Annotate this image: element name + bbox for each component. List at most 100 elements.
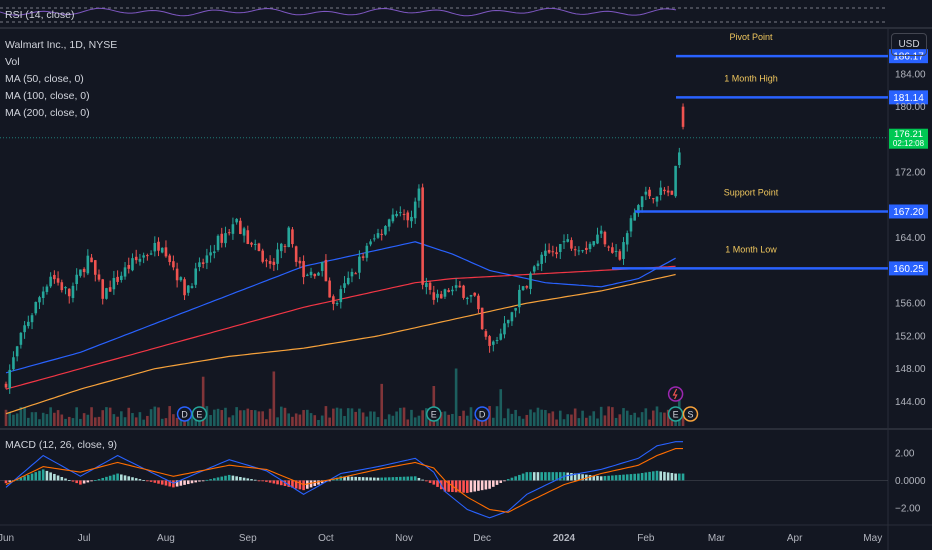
candle-body: [551, 251, 555, 253]
macd-histogram-bar: [521, 473, 525, 481]
candle-body: [421, 187, 424, 285]
signal-line: [5, 448, 683, 513]
candle-body: [581, 250, 584, 252]
macd-histogram-bar: [674, 473, 677, 481]
macd-histogram-bar: [105, 476, 108, 481]
volume-bar: [465, 415, 469, 426]
candle-body: [417, 188, 421, 201]
volume-bar: [417, 415, 421, 426]
macd-histogram-bar: [201, 480, 205, 482]
currency-button[interactable]: USD: [891, 33, 927, 56]
rsi-legend[interactable]: RSI (14, close): [5, 9, 75, 21]
macd-histogram-bar: [8, 480, 12, 482]
candle-body: [41, 291, 45, 298]
macd-histogram-bar: [127, 476, 131, 481]
symbol-legend[interactable]: Walmart Inc., 1D, NYSE: [5, 39, 118, 51]
volume-bar: [454, 368, 458, 426]
volume-bar: [499, 389, 503, 426]
candle-body: [469, 295, 473, 297]
macd-histogram-bar: [279, 480, 283, 486]
candle-body: [93, 260, 97, 275]
macd-histogram-bar: [573, 473, 577, 481]
candle-body: [540, 254, 543, 264]
volume-bar: [551, 411, 555, 426]
candle-body: [190, 286, 194, 288]
candle-body: [320, 261, 324, 271]
volume-bar: [30, 412, 34, 426]
macd-histogram-bar: [611, 475, 614, 481]
candle-body: [439, 294, 443, 299]
candle-body: [134, 256, 138, 261]
macd-histogram-bar: [146, 480, 149, 482]
candle-body: [116, 276, 119, 282]
time-axis-label: May: [863, 533, 882, 544]
candle-body: [372, 238, 376, 240]
ma50-legend[interactable]: MA (50, close, 0): [5, 73, 84, 85]
macd-histogram-bar: [365, 477, 369, 481]
volume-bar: [681, 417, 685, 426]
macd-histogram-bar: [443, 480, 447, 492]
candle-body: [384, 226, 387, 235]
volume-bar: [27, 417, 30, 426]
macd-histogram-bar: [555, 472, 558, 481]
volume-bar: [123, 417, 127, 426]
macd-histogram-bar: [291, 480, 294, 488]
candle-body: [86, 255, 90, 274]
macd-histogram-bar: [603, 476, 607, 481]
macd-histogram-bar: [82, 480, 86, 484]
candle-body: [343, 283, 346, 288]
time-axis-label: Mar: [708, 533, 726, 544]
volume-legend[interactable]: Vol: [5, 56, 20, 68]
candle-body: [339, 289, 343, 303]
volume-bar: [41, 412, 45, 426]
macd-histogram-bar: [168, 480, 171, 487]
candle-body: [45, 286, 49, 292]
macd-histogram-bar: [540, 472, 543, 481]
volume-bar: [540, 409, 543, 426]
volume-bar: [521, 418, 525, 426]
candle-body: [655, 196, 659, 202]
macd-histogram-bar: [86, 480, 90, 483]
candle-body: [391, 214, 395, 222]
macd-histogram-bar: [216, 477, 220, 481]
macd-histogram-bar: [332, 479, 335, 481]
time-axis-label: Oct: [318, 533, 334, 544]
macd-histogram-bar: [655, 470, 659, 481]
volume-bar: [160, 418, 164, 426]
volume-bar: [53, 412, 56, 426]
candle-body: [458, 285, 462, 288]
candle-body: [60, 282, 64, 291]
volume-bar: [265, 419, 268, 426]
candle-body: [291, 229, 294, 245]
ma200-legend[interactable]: MA (200, close, 0): [5, 107, 90, 119]
candle-body: [138, 258, 142, 262]
macd-legend[interactable]: MACD (12, 26, close, 9): [5, 439, 118, 451]
candle-body: [544, 250, 547, 256]
macd-histogram-bar: [19, 477, 23, 481]
macd-histogram-bar: [294, 480, 298, 489]
macd-histogram-bar: [101, 477, 105, 481]
candle-body: [231, 224, 235, 234]
macd-histogram-bar: [38, 470, 41, 481]
volume-bar: [90, 407, 93, 426]
macd-histogram-bar: [399, 476, 402, 481]
volume-bar: [49, 407, 52, 426]
ma100-legend[interactable]: MA (100, close, 0): [5, 90, 90, 102]
candle-body: [205, 255, 209, 263]
macd-histogram-bar: [547, 472, 551, 481]
macd-histogram-bar: [558, 472, 562, 481]
candle-body: [120, 275, 123, 281]
macd-histogram-bar: [268, 480, 272, 483]
price-level-label: Support Point: [724, 187, 779, 197]
candle-body: [19, 332, 23, 345]
macd-histogram-bar: [570, 472, 573, 481]
volume-bar: [651, 410, 655, 426]
price-tag-value: 167.20: [893, 207, 924, 218]
volume-bar: [391, 415, 395, 426]
candle-body: [168, 255, 171, 263]
volume-bar: [365, 416, 369, 426]
macd-histogram-bar: [599, 476, 603, 481]
volume-bar: [588, 415, 592, 426]
macd-histogram-bar: [205, 479, 209, 481]
